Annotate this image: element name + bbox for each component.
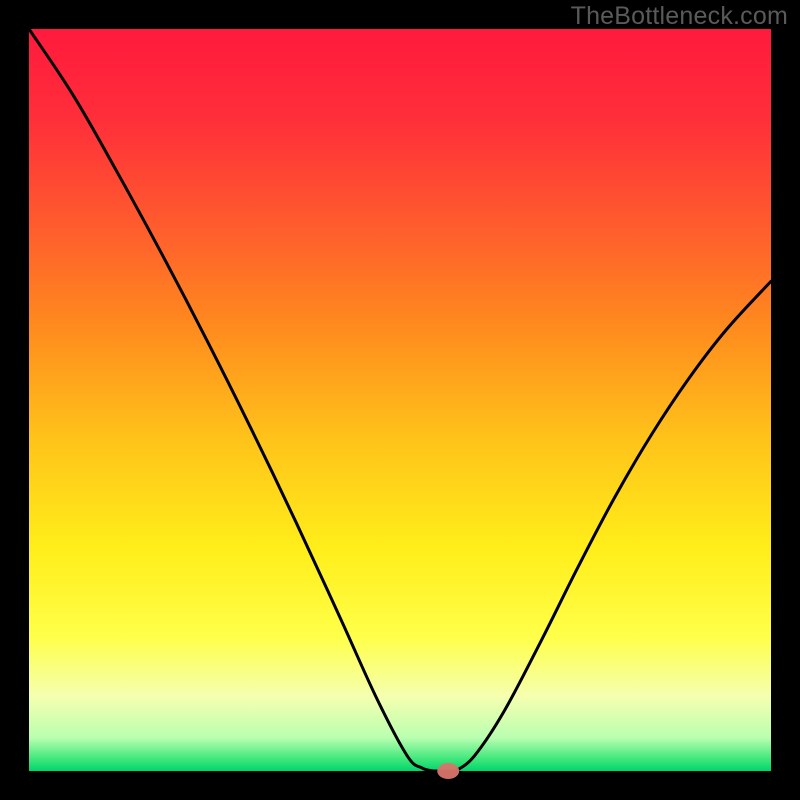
bottleneck-chart	[0, 0, 800, 800]
chart-container: TheBottleneck.com	[0, 0, 800, 800]
plot-background	[29, 29, 771, 771]
watermark-text: TheBottleneck.com	[571, 2, 788, 31]
optimum-marker	[437, 763, 459, 779]
